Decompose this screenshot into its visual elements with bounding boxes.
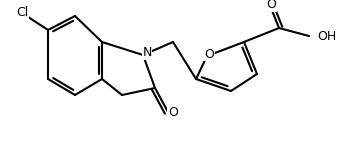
Text: N: N [142,47,152,59]
Text: O: O [168,107,178,120]
Text: OH: OH [317,30,336,43]
Text: O: O [204,47,214,61]
Text: O: O [266,0,276,12]
Text: Cl: Cl [16,6,28,20]
